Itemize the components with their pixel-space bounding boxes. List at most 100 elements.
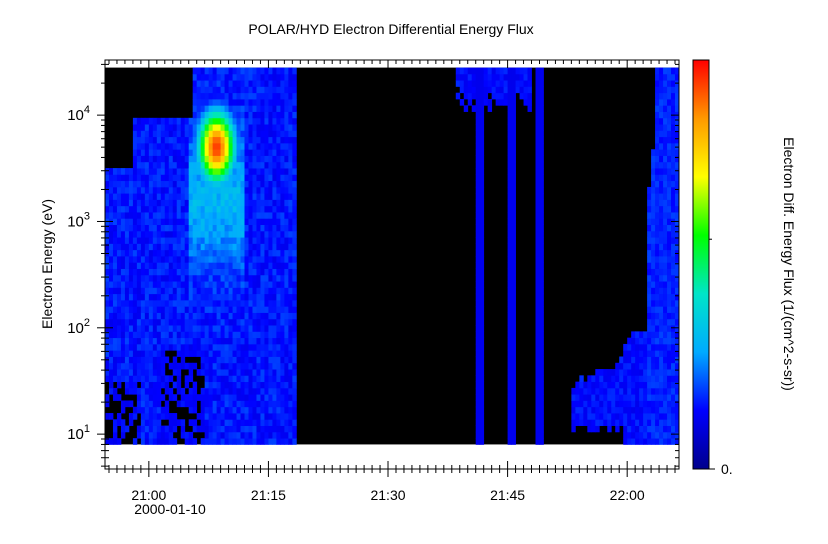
heatmap-cell <box>108 381 114 389</box>
heatmap-cell <box>128 262 134 269</box>
heatmap-cell <box>535 73 540 81</box>
heatmap-cell <box>192 105 198 112</box>
heatmap-cell <box>196 212 202 219</box>
heatmap-cell <box>535 186 540 194</box>
heatmap-cell <box>288 299 293 307</box>
heatmap-cell <box>603 375 608 383</box>
heatmap-cell <box>176 274 182 282</box>
heatmap-cell <box>164 293 170 301</box>
heatmap-cell <box>196 124 202 131</box>
heatmap-cell <box>132 312 138 320</box>
heatmap-cell <box>224 224 229 232</box>
heatmap-cell <box>284 130 289 138</box>
heatmap-cell <box>276 413 281 420</box>
heatmap-cell <box>164 174 170 182</box>
heatmap-cell <box>160 212 166 219</box>
heatmap-cell <box>176 155 182 163</box>
heatmap-cell <box>256 350 261 357</box>
heatmap-cell <box>288 73 293 81</box>
heatmap-cell <box>479 149 485 156</box>
heatmap-cell <box>216 256 221 263</box>
heatmap-cell <box>176 369 182 376</box>
heatmap-cell <box>276 325 281 332</box>
heatmap-cell <box>539 174 544 182</box>
heatmap-cell <box>176 281 182 288</box>
heatmap-cell <box>128 287 134 295</box>
heatmap-cell <box>503 67 508 75</box>
heatmap-cell <box>603 413 608 420</box>
heatmap-cell <box>623 387 628 395</box>
heatmap-cell <box>292 136 297 144</box>
heatmap-cell <box>148 425 154 433</box>
heatmap-cell <box>623 400 628 408</box>
heatmap-cell <box>188 419 194 426</box>
heatmap-cell <box>651 318 656 326</box>
heatmap-cell <box>256 343 261 351</box>
heatmap-cell <box>128 205 134 213</box>
heatmap-cell <box>675 86 680 94</box>
heatmap-cell <box>140 186 146 194</box>
heatmap-cell <box>663 73 668 81</box>
heatmap-cell <box>240 136 245 144</box>
heatmap-cell <box>236 73 241 81</box>
heatmap-cell <box>635 362 640 370</box>
heatmap-cell <box>164 199 170 207</box>
heatmap-cell <box>579 394 584 401</box>
heatmap-cell <box>124 281 130 288</box>
heatmap-cell <box>184 193 190 200</box>
heatmap-cell <box>200 343 206 351</box>
heatmap-cell <box>292 268 297 276</box>
heatmap-cell <box>252 362 257 370</box>
heatmap-cell <box>667 212 672 219</box>
heatmap-cell <box>272 325 277 332</box>
heatmap-cell <box>647 394 652 401</box>
heatmap-cell <box>128 381 134 389</box>
heatmap-cell <box>663 318 668 326</box>
heatmap-cell <box>507 325 512 332</box>
heatmap-cell <box>675 325 680 332</box>
heatmap-cell <box>252 369 257 376</box>
heatmap-cell <box>248 281 253 288</box>
heatmap-cell <box>475 274 481 282</box>
heatmap-cell <box>212 136 218 144</box>
heatmap-cell <box>180 224 186 232</box>
heatmap-cell <box>204 262 210 269</box>
heatmap-cell <box>639 381 644 389</box>
heatmap-cell <box>244 375 249 383</box>
heatmap-cell <box>623 438 628 445</box>
heatmap-cell <box>539 98 544 106</box>
heatmap-cell <box>276 306 281 313</box>
heatmap-cell <box>152 362 158 370</box>
heatmap-cell <box>196 262 202 269</box>
heatmap-cell <box>663 199 668 207</box>
heatmap-cell <box>619 381 624 389</box>
heatmap-cell <box>503 73 508 81</box>
heatmap-cell <box>511 375 516 383</box>
heatmap-cell <box>659 256 664 263</box>
heatmap-cell <box>579 413 584 420</box>
heatmap-cell <box>268 350 273 357</box>
heatmap-cell <box>212 400 218 408</box>
heatmap-cell <box>260 124 265 131</box>
heatmap-cell <box>212 243 218 251</box>
heatmap-cell <box>144 174 150 182</box>
heatmap-cell <box>539 136 544 144</box>
heatmap-cell <box>471 105 477 112</box>
heatmap-cell <box>216 105 221 112</box>
heatmap-cell <box>248 174 253 182</box>
heatmap-cell <box>168 218 174 226</box>
heatmap-cell <box>667 168 672 175</box>
heatmap-cell <box>272 73 277 81</box>
heatmap-cell <box>659 438 664 445</box>
heatmap-cell <box>224 362 229 370</box>
heatmap-cell <box>192 325 198 332</box>
heatmap-cell <box>284 80 289 87</box>
heatmap-cell <box>148 218 154 226</box>
heatmap-cell <box>268 438 273 445</box>
heatmap-cell <box>132 438 138 445</box>
heatmap-cell <box>671 199 676 207</box>
heatmap-cell <box>148 350 154 357</box>
heatmap-cell <box>116 419 122 426</box>
heatmap-cell <box>264 180 269 188</box>
heatmap-cell <box>224 111 229 119</box>
